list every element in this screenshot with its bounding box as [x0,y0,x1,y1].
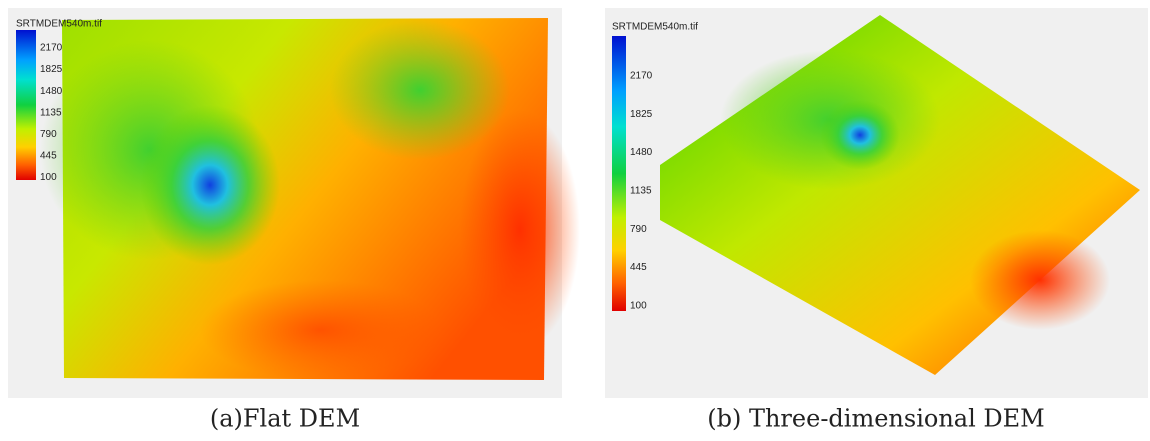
flat-dem [40,18,580,380]
legend-label: 2170 [630,71,653,82]
legend-label: 2170 [40,43,63,54]
color-scale [16,30,36,180]
legend-label: 790 [40,129,57,140]
three-d-dem [660,15,1140,375]
legend-label: 790 [630,224,647,235]
panel-title: SRTMDEM540m.tif [612,22,698,33]
legend-label: 100 [40,172,57,183]
legend-label: 1480 [40,86,63,97]
legend-label: 445 [40,151,57,162]
legend-label: 1135 [630,186,652,197]
legend-label: 1135 [40,107,62,118]
caption: (b) Three-dimensional DEM [707,405,1044,433]
panel-title: SRTMDEM540m.tif [16,19,102,30]
caption: (a)Flat DEM [210,405,360,433]
color-scale [612,36,626,311]
legend-label: 1480 [630,147,653,158]
legend-label: 1825 [630,109,653,120]
legend-label: 445 [630,262,647,273]
legend-label: 1825 [40,64,63,75]
legend-label: 100 [630,300,647,311]
